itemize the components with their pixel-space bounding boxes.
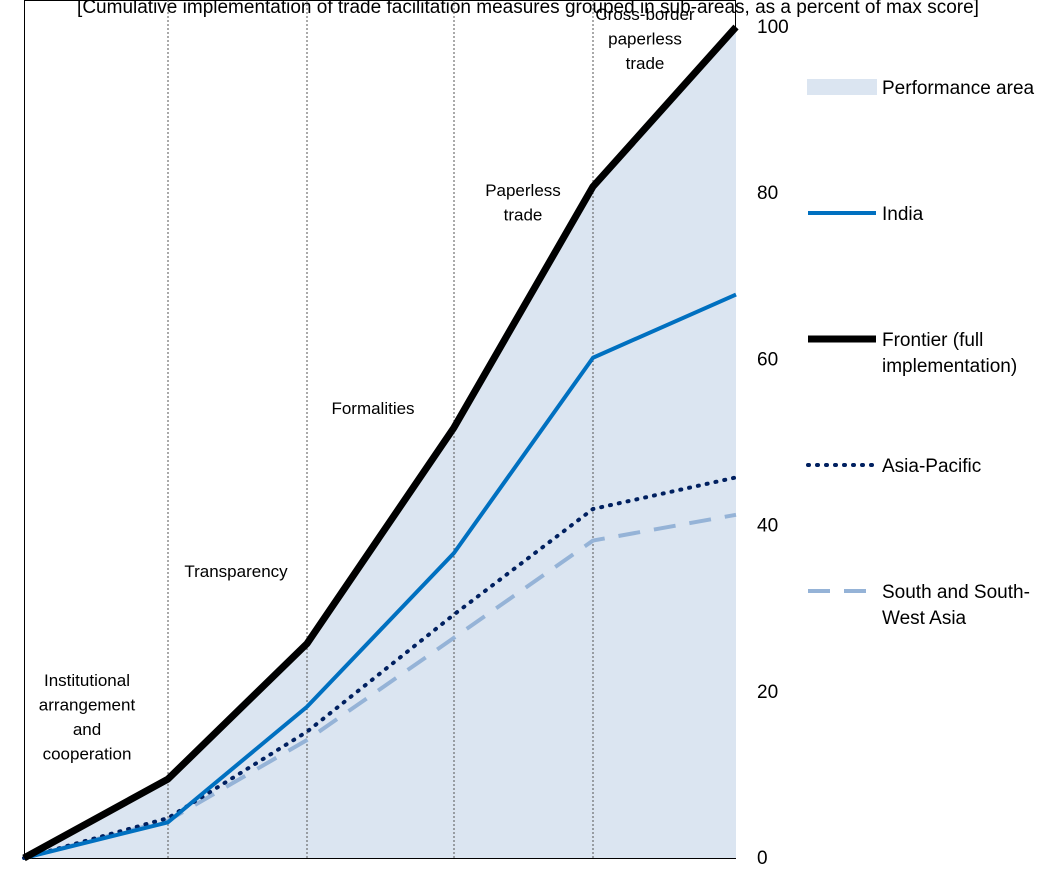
y-tick-label: 60 (757, 349, 778, 370)
legend-item-frontier-full-implementation: Frontier (full implementation) (808, 330, 1017, 377)
stage-label-line: paperless (608, 30, 682, 49)
top-caption: [Cumulative implementation of trade faci… (77, 0, 979, 18)
legend-label: South and South- West Asia (882, 582, 1030, 629)
legend-label-line: Frontier (full (882, 330, 983, 351)
stage-label-line: Cross-border (595, 5, 695, 24)
legend-label: Asia-Pacific (882, 456, 981, 477)
legend-label: India (882, 204, 924, 225)
series-asia-pacific (22, 475, 738, 860)
area-layer (24, 27, 736, 858)
y-tick-label: 100 (757, 17, 789, 38)
legend-label-line: India (882, 204, 924, 225)
stage-label-line: Transparency (184, 562, 288, 581)
stage-label-cross-border-paperless-trade: Cross-border paperless trade (595, 5, 695, 73)
stage-label-line: Formalities (331, 399, 414, 418)
stage-label-line: arrangement (39, 696, 136, 715)
legend-label-line: South and South- (882, 582, 1030, 603)
series-frontier-full-implementation (22, 24, 739, 862)
series-india (23, 292, 737, 860)
y-tick-label: 20 (757, 682, 778, 703)
stage-label-line: trade (626, 54, 665, 73)
y-axis: 0 20 40 60 80 100 (757, 17, 789, 869)
stage-label-line: Institutional (44, 671, 130, 690)
y-tick-label: 40 (757, 516, 778, 537)
stage-label-transparency: Transparency (184, 562, 288, 581)
legend-swatch (807, 79, 877, 95)
series-performance-area (24, 27, 736, 858)
y-tick-label: 0 (757, 848, 768, 869)
stage-label-line: trade (504, 206, 543, 225)
legend: Performance area India Frontier (full imple… (806, 78, 1035, 629)
stage-label-paperless-trade: Paperless trade (485, 181, 561, 225)
stage-label-formalities: Formalities (331, 399, 414, 418)
stage-label-line: and (73, 720, 101, 739)
legend-label-line: implementation) (882, 356, 1017, 377)
legend-label-line: Performance area (882, 78, 1035, 99)
stage-label-line: Paperless (485, 181, 561, 200)
legend-item-india: India (808, 204, 924, 225)
stage-label-line: cooperation (43, 745, 132, 764)
legend-label: Performance area (882, 78, 1035, 99)
legend-label-line: Asia-Pacific (882, 456, 981, 477)
line-layer (22, 24, 739, 862)
legend-item-asia-pacific: Asia-Pacific (806, 456, 981, 477)
legend-label-line: West Asia (882, 608, 967, 629)
label-layer: Institutional arrangement and cooperation Tr… (39, 5, 695, 764)
legend-label: Frontier (full implementation) (882, 330, 1017, 377)
legend-item-south-and-south-west-asia: South and South- West Asia (808, 582, 1030, 629)
legend-item-performance-area: Performance area (807, 78, 1035, 99)
stage-label-institutional-arrangement-and-cooperation: Institutional arrangement and cooperation (39, 671, 136, 764)
y-tick-label: 80 (757, 183, 778, 204)
